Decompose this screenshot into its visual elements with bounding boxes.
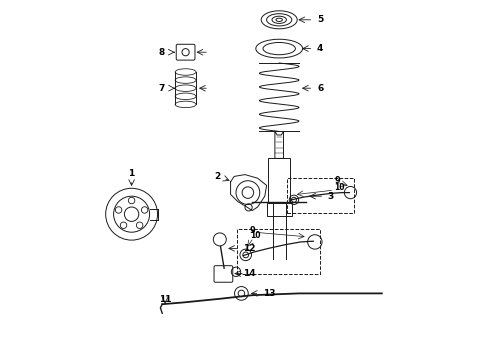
Text: 13: 13 xyxy=(263,289,275,298)
Text: 7: 7 xyxy=(159,84,165,93)
Text: 3: 3 xyxy=(328,192,334,201)
Text: 10: 10 xyxy=(334,184,345,193)
Text: 11: 11 xyxy=(159,295,171,304)
Text: 14: 14 xyxy=(243,269,256,278)
Text: 6: 6 xyxy=(317,84,323,93)
Bar xyxy=(269,158,290,202)
Text: 2: 2 xyxy=(214,172,220,181)
Text: 12: 12 xyxy=(243,244,256,253)
Text: 9: 9 xyxy=(250,226,255,235)
Bar xyxy=(237,229,320,274)
Bar xyxy=(267,203,292,216)
Text: 9: 9 xyxy=(334,176,340,185)
Text: 10: 10 xyxy=(250,231,260,240)
Text: 4: 4 xyxy=(317,44,323,53)
Bar xyxy=(288,178,354,213)
Text: 5: 5 xyxy=(317,15,323,24)
Text: 1: 1 xyxy=(128,169,135,178)
Text: 8: 8 xyxy=(159,48,165,57)
